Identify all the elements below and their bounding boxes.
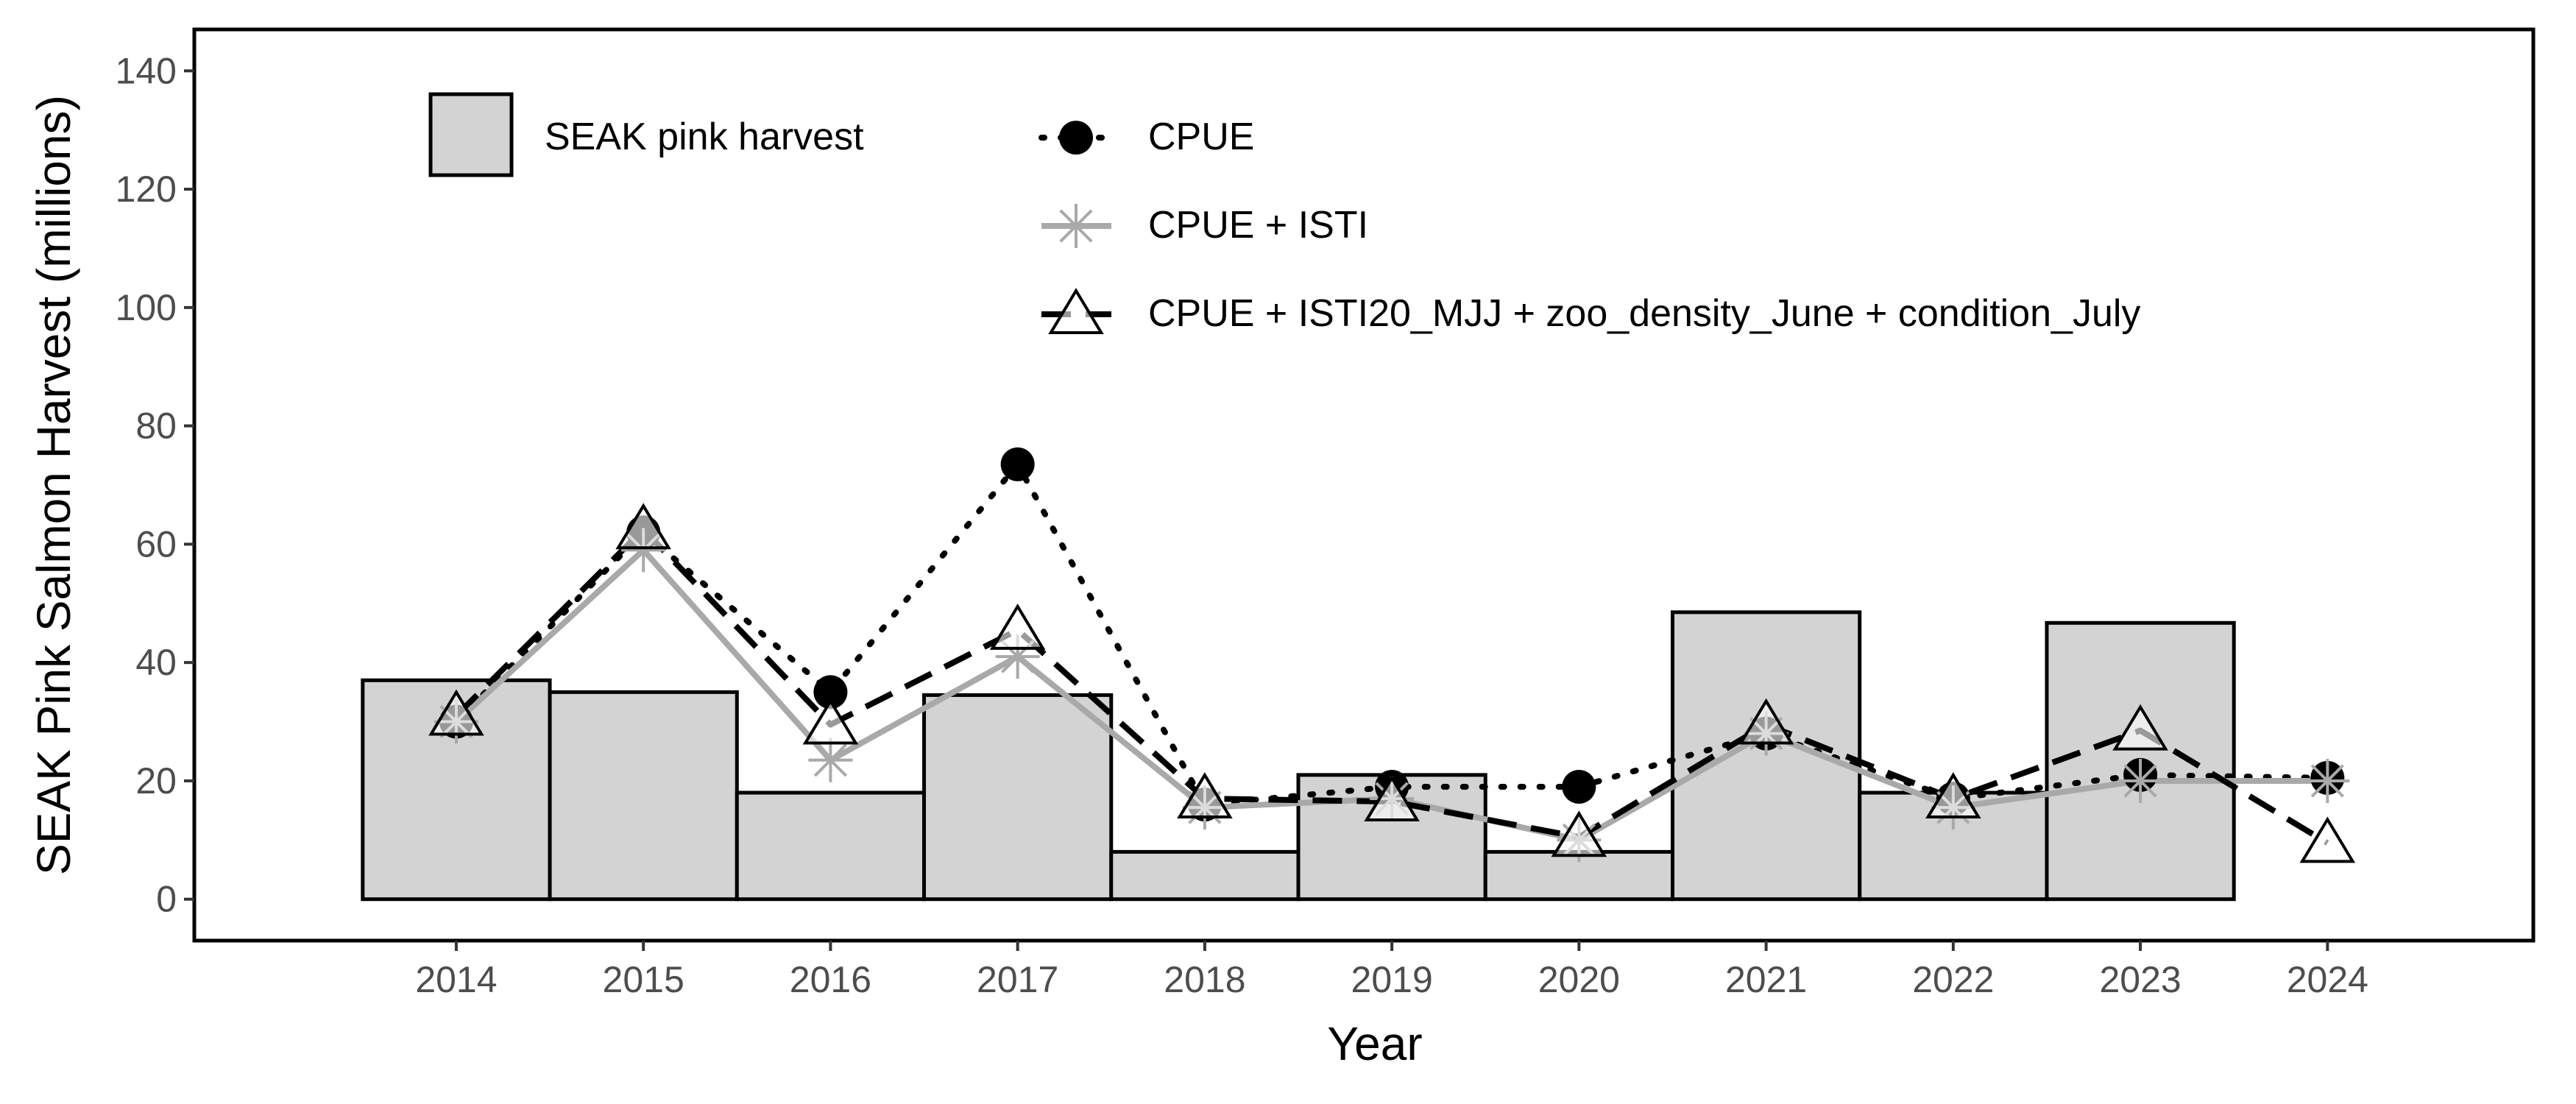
x-tick-label: 2019 (1351, 959, 1433, 1000)
bar-2018 (1109, 849, 1301, 902)
legend-label-cpue-isti20-zoo-condition: CPUE + ISTI20_MJJ + zoo_density_June + c… (1148, 292, 2140, 335)
x-tick-label: 2014 (415, 959, 497, 1000)
y-tick-label: 120 (116, 169, 177, 210)
x-tick-label: 2015 (603, 959, 684, 1000)
x-tick-label: 2022 (1912, 959, 1994, 1000)
y-tick-label: 80 (135, 406, 177, 447)
legend-key-cpue-isti20-zoo-condition (1041, 288, 1111, 334)
y-axis: 0 20 40 60 80 100 120 140 (116, 50, 194, 920)
x-tick-label: 2021 (1725, 959, 1807, 1000)
legend-label-bars: SEAK pink harvest (545, 116, 864, 158)
y-tick-label: 140 (116, 50, 177, 91)
point-cpue-isti20-mjj-zoo-density-june-condition-july-2024 (2299, 816, 2356, 863)
x-tick-label: 2017 (977, 959, 1058, 1000)
point-cpue-isti-2017 (995, 634, 1040, 679)
legend-marker (1059, 121, 1093, 155)
x-tick-label: 2024 (2287, 959, 2368, 1000)
bar-2021 (1670, 610, 1862, 902)
point-cpue-isti20-mjj-zoo-density-june-condition-july-2018 (1177, 772, 1233, 819)
point-cpue-isti20-mjj-zoo-density-june-condition-july-2016 (802, 698, 859, 745)
y-tick-label: 100 (116, 287, 177, 328)
point-cpue-2017 (1000, 447, 1035, 481)
point-cpue-isti20-mjj-zoo-density-june-condition-july-2022 (1925, 772, 1981, 819)
y-tick-label: 60 (135, 523, 177, 565)
point-cpue-isti-2016 (808, 737, 853, 782)
y-tick-label: 40 (135, 642, 177, 683)
markers-layer (428, 447, 2356, 863)
series-line-cpue-isti20-mjj-zoo-density-june-condition-july (454, 526, 2329, 846)
y-tick-label: 20 (135, 760, 177, 802)
x-axis: 2014 2015 2016 2017 2018 2019 2020 2021 2022 2023… (415, 941, 2368, 1000)
legend-label-cpue: CPUE (1148, 116, 1254, 158)
point-cpue-isti-2023 (2118, 758, 2163, 803)
x-tick-label: 2018 (1164, 959, 1245, 1000)
point-cpue-isti20-mjj-zoo-density-june-condition-july-2017 (989, 604, 1046, 650)
x-tick-label: 2020 (1538, 959, 1620, 1000)
bar-2015 (548, 690, 739, 902)
point-cpue-isti-2015 (621, 528, 666, 573)
x-tick-label: 2016 (790, 959, 871, 1000)
point-cpue-isti20-mjj-zoo-density-june-condition-july-2021 (1738, 698, 1794, 745)
point-cpue-isti-2024 (2305, 758, 2350, 803)
legend-key-bars (428, 92, 514, 177)
point-cpue-isti20-mjj-zoo-density-june-condition-july-2019 (1364, 775, 1420, 822)
point-cpue-2016 (813, 675, 848, 710)
point-cpue-isti20-mjj-zoo-density-june-condition-july-2023 (2112, 704, 2168, 751)
bar-2017 (922, 693, 1114, 902)
point-cpue-2020 (1562, 769, 1596, 804)
legend-marker (1054, 204, 1098, 248)
point-cpue-isti20-mjj-zoo-density-june-condition-july-2020 (1551, 810, 1607, 857)
point-cpue-isti20-mjj-zoo-density-june-condition-july-2014 (428, 689, 484, 736)
legend-key-cpue-isti (1041, 204, 1111, 248)
legend-marker (1048, 288, 1104, 334)
y-axis-title: SEAK Pink Salmon Harvest (millions) (27, 95, 80, 875)
x-axis-title: Year (1327, 1017, 1422, 1070)
legend: SEAK pink harvest CPUE CPUE + ISTI CPUE … (428, 92, 2140, 335)
legend-key-cpue (1038, 121, 1114, 155)
y-tick-label: 0 (156, 879, 177, 920)
x-tick-label: 2023 (2099, 959, 2181, 1000)
bar-2016 (735, 790, 927, 902)
point-cpue-isti20-mjj-zoo-density-june-condition-july-2015 (615, 503, 671, 550)
legend-label-cpue-isti: CPUE + ISTI (1148, 204, 1368, 247)
